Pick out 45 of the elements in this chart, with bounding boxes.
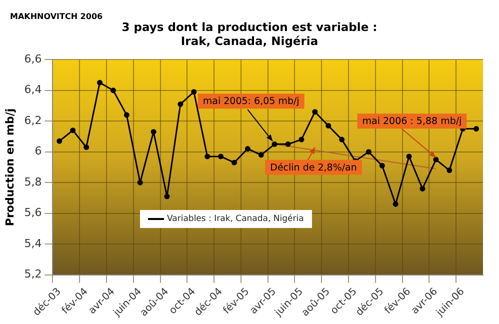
point: [191, 89, 197, 95]
point: [97, 80, 103, 86]
point: [84, 144, 90, 150]
point: [312, 109, 318, 115]
point: [406, 154, 412, 160]
chart-title: 3 pays dont la production est variable : Irak, Canada, Nigéria: [120, 20, 378, 48]
point: [178, 101, 184, 107]
y-tick-label: 5,8: [24, 175, 42, 188]
y-tick-label: 5,4: [24, 236, 42, 250]
point: [124, 112, 130, 118]
y-tick-label: 5,2: [24, 268, 42, 281]
y-tick-label: 5,6: [24, 206, 42, 220]
point: [164, 194, 170, 200]
point: [433, 156, 439, 162]
point: [272, 141, 278, 147]
annotation: mai 2005: 6,05 mb/j: [202, 96, 300, 108]
point: [366, 149, 372, 155]
text: MAKHNOVITCH 2006: [10, 12, 103, 21]
point: [258, 152, 264, 158]
point: [392, 201, 398, 207]
y-tick-label: 6: [34, 144, 42, 158]
point: [150, 129, 156, 135]
y-tick-label: 6,6: [24, 52, 42, 66]
point: [298, 136, 304, 142]
annotation: mai 2006 : 5,88 mb/j: [362, 116, 462, 128]
y-tick-label: 6,2: [24, 114, 42, 127]
point: [244, 146, 250, 152]
point: [379, 162, 385, 168]
y-tick-label: 6,4: [24, 83, 42, 96]
legend-label: Variables : Irak, Canada, Nigéria: [167, 214, 304, 224]
point: [231, 160, 237, 166]
point: [446, 168, 452, 174]
point: [70, 128, 76, 134]
point: [218, 154, 224, 160]
point: [420, 186, 426, 192]
point: [474, 126, 480, 132]
point: [285, 141, 291, 147]
annotation: Déclin de 2,8%/an: [270, 162, 357, 174]
point: [56, 138, 62, 144]
y-axis-title: Production en mb/j: [3, 108, 16, 226]
point: [326, 122, 332, 128]
point: [110, 88, 116, 94]
point: [137, 180, 143, 186]
point: [339, 136, 345, 142]
point: [204, 154, 210, 160]
